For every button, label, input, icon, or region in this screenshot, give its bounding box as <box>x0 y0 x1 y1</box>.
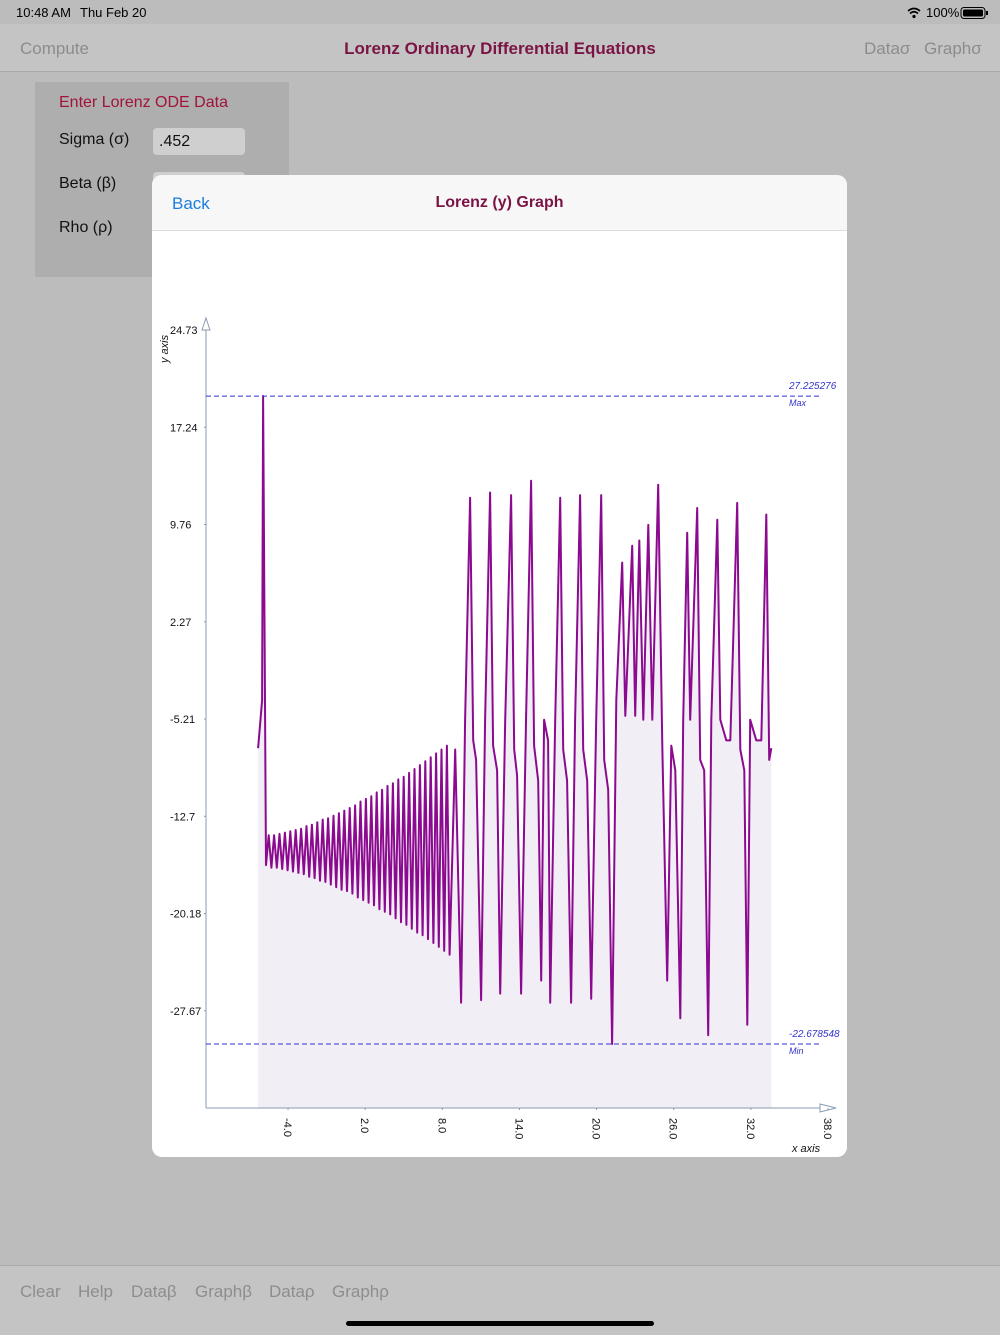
data-rho-button[interactable]: Dataρ <box>269 1282 315 1301</box>
y-tick-label: 9.76 <box>170 520 191 532</box>
reference-name: Min <box>789 1046 804 1056</box>
y-axis-label: y axis <box>159 334 171 364</box>
compute-button[interactable]: Compute <box>20 39 89 58</box>
back-button[interactable]: Back <box>172 194 210 213</box>
reference-value: -22.678548 <box>789 1029 840 1040</box>
battery-text: 100% <box>926 5 960 20</box>
nav-bar: Compute Lorenz Ordinary Differential Equ… <box>0 24 1000 72</box>
reference-name: Max <box>789 398 807 408</box>
x-tick-label: 8.0 <box>435 1118 447 1133</box>
field-label: Sigma (σ) <box>59 131 130 148</box>
form-title: Enter Lorenz ODE Data <box>59 94 228 111</box>
x-tick-label: 32.0 <box>744 1118 756 1139</box>
x-axis-label: x axis <box>791 1143 821 1155</box>
y-tick-label: 17.24 <box>170 422 198 434</box>
y-tick-label: -27.67 <box>170 1006 201 1018</box>
status-date: Thu Feb 20 <box>80 5 147 20</box>
area-fill <box>258 396 772 1108</box>
y-tick-label: 2.27 <box>170 617 191 629</box>
field-label: Rho (ρ) <box>59 219 113 236</box>
status-icons <box>907 7 988 19</box>
modal-title: Lorenz (y) Graph <box>435 194 564 211</box>
graph-beta-button[interactable]: Graphβ <box>195 1282 253 1301</box>
x-tick-label: 20.0 <box>590 1118 602 1139</box>
y-tick-label: -5.21 <box>170 714 195 726</box>
data-beta-button[interactable]: Dataβ <box>131 1282 177 1301</box>
clear-button[interactable]: Clear <box>20 1282 61 1301</box>
reference-value: 27.225276 <box>788 381 837 392</box>
sigma-input[interactable]: .452 <box>153 128 245 155</box>
y-tick-label: -20.18 <box>170 909 201 921</box>
graph-sigma-button[interactable]: Graphσ <box>924 39 982 58</box>
y-tick-label: -12.7 <box>170 811 195 823</box>
y-axis-arrow <box>201 316 211 331</box>
x-tick-label: 26.0 <box>667 1118 679 1139</box>
x-tick-label: 2.0 <box>358 1118 370 1133</box>
y-tick-label: 24.73 <box>170 325 198 337</box>
field-label: Beta (β) <box>59 175 117 192</box>
x-tick-label: 38.0 <box>821 1118 833 1139</box>
nav-title: Lorenz Ordinary Differential Equations <box>344 39 656 58</box>
status-time: 10:48 AM <box>16 5 71 20</box>
data-sigma-button[interactable]: Dataσ <box>864 39 911 58</box>
x-tick-label: 14.0 <box>512 1118 524 1139</box>
graph-rho-button[interactable]: Graphρ <box>332 1282 389 1301</box>
home-indicator <box>346 1321 654 1326</box>
modal-header: Back Lorenz (y) Graph <box>152 175 847 231</box>
data-line <box>257 395 773 1045</box>
help-button[interactable]: Help <box>78 1282 113 1301</box>
x-tick-label: -4.0 <box>281 1118 293 1137</box>
